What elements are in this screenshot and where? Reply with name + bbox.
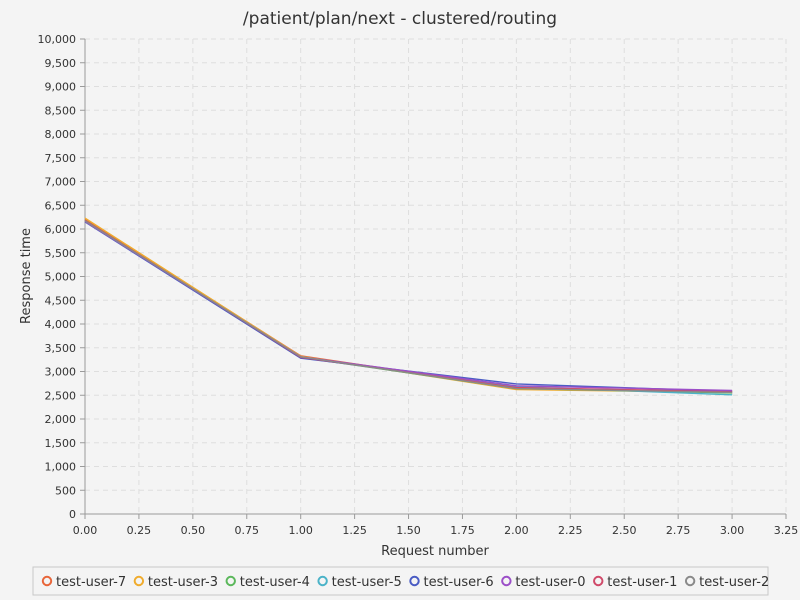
legend: test-user-7 test-user-3 test-user-4 test-us… — [32, 566, 769, 596]
legend-marker — [317, 575, 328, 587]
legend-marker — [593, 575, 604, 587]
y-tick-label: 6,500 — [45, 199, 77, 212]
legend-label: test-user-4 — [240, 575, 310, 590]
y-tick-label: 4,500 — [45, 294, 77, 307]
legend-item: test-user-0 — [501, 575, 586, 590]
x-tick-label: 1.75 — [450, 524, 475, 537]
y-tick-label: 7,500 — [45, 152, 77, 165]
legend-box — [32, 566, 769, 596]
legend-item: test-user-2 — [684, 575, 769, 590]
x-tick-label: 2.50 — [612, 524, 637, 537]
y-tick-label: 2,500 — [45, 389, 77, 402]
legend-marker — [133, 575, 145, 587]
x-tick-label: 2.75 — [666, 524, 691, 537]
y-tick-label: 8,000 — [45, 128, 77, 141]
y-tick-label: 8,500 — [45, 104, 77, 117]
y-tick-label: 9,500 — [45, 57, 77, 70]
legend-item: test-user-7 — [41, 575, 126, 590]
legend-marker — [41, 575, 53, 587]
y-tick-label: 10,000 — [38, 33, 77, 46]
y-tick-label: 9,000 — [45, 81, 77, 94]
x-tick-label: 0.00 — [73, 524, 98, 537]
x-tick-label: 2.00 — [504, 524, 529, 537]
legend-label: test-user-7 — [56, 575, 126, 590]
legend-marker — [684, 575, 696, 587]
y-tick-label: 2,000 — [45, 413, 77, 426]
y-tick-label: 500 — [55, 484, 76, 497]
x-tick-label: 1.50 — [396, 524, 421, 537]
x-tick-label: 0.25 — [127, 524, 152, 537]
y-tick-label: 5,000 — [45, 271, 77, 284]
y-axis-label: Response time — [19, 228, 34, 324]
legend-item: test-user-4 — [225, 575, 310, 590]
y-tick-label: 5,500 — [45, 247, 77, 260]
legend-item: test-user-3 — [133, 575, 218, 590]
y-tick-label: 1,500 — [45, 437, 77, 450]
x-tick-label: 3.25 — [774, 524, 799, 537]
x-tick-label: 1.00 — [288, 524, 313, 537]
axes: 0 500 1,000 1,500 2,000 2,500 3,000 3,500 4,000 4… — [38, 33, 799, 537]
series-lines — [84, 217, 733, 396]
y-tick-label: 1,000 — [45, 461, 77, 474]
x-tick-label: 0.50 — [181, 524, 206, 537]
legend-item: test-user-6 — [409, 575, 494, 590]
y-tick-label: 6,000 — [45, 223, 77, 236]
y-tick-label: 7,000 — [45, 176, 77, 189]
x-tick-label: 1.25 — [342, 524, 367, 537]
y-tick-label: 3,500 — [45, 342, 77, 355]
x-tick-label: 2.25 — [558, 524, 583, 537]
chart-title: /patient/plan/next - clustered/routing — [243, 9, 557, 29]
y-tick-label: 4,000 — [45, 318, 77, 331]
y-tick-label: 0 — [69, 508, 76, 521]
legend-marker — [501, 575, 512, 587]
legend-item: test-user-5 — [317, 575, 402, 590]
legend-label: test-user-6 — [424, 575, 494, 590]
legend-label: test-user-1 — [607, 575, 677, 590]
legend-label: test-user-2 — [699, 575, 769, 590]
legend-item: test-user-1 — [593, 575, 677, 590]
legend-label: test-user-0 — [515, 575, 585, 590]
legend-marker — [225, 575, 236, 587]
legend-label: test-user-3 — [148, 575, 218, 590]
x-tick-label: 3.00 — [720, 524, 745, 537]
series-line-test-user-2 — [84, 220, 733, 394]
grid — [85, 38, 787, 514]
y-tick-label: 3,000 — [45, 366, 77, 379]
legend-label: test-user-5 — [332, 575, 402, 590]
x-axis-label: Request number — [381, 544, 489, 559]
x-tick-label: 0.75 — [235, 524, 260, 537]
legend-marker — [409, 575, 420, 587]
